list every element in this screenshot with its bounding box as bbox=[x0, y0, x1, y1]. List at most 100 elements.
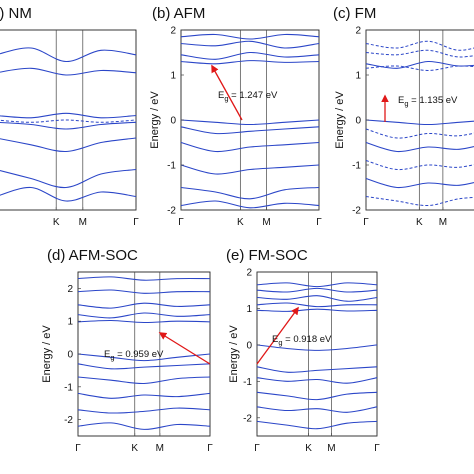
y-tick-label: 2 bbox=[246, 268, 252, 279]
band-line bbox=[256, 406, 378, 413]
x-tick-label: K bbox=[237, 217, 244, 228]
band-line bbox=[0, 186, 137, 202]
x-tick-label: Γ bbox=[316, 217, 322, 228]
band-line bbox=[77, 312, 211, 319]
gap-symbol: E bbox=[218, 90, 224, 101]
panel-title: (b) AFM bbox=[152, 5, 205, 22]
x-tick-label: Γ bbox=[178, 217, 184, 228]
panel-title: (a) NM bbox=[0, 5, 32, 22]
band-line bbox=[77, 289, 211, 294]
y-tick-label: 1 bbox=[246, 304, 252, 315]
band-line bbox=[365, 160, 474, 171]
band-lines bbox=[0, 47, 137, 202]
y-axis-label: Energy / eV bbox=[228, 325, 240, 383]
gap-symbol: E bbox=[104, 349, 110, 360]
x-tick-label: Γ bbox=[363, 217, 369, 228]
gap-subscript: g bbox=[110, 353, 114, 362]
panel-title: (c) FM bbox=[333, 5, 376, 22]
band-line bbox=[180, 164, 320, 175]
band-gap-arrow bbox=[158, 332, 211, 365]
band-line bbox=[180, 33, 320, 40]
band-line bbox=[0, 119, 137, 123]
band-line bbox=[256, 366, 378, 373]
band-line bbox=[256, 391, 378, 401]
y-tick-label: 2 bbox=[67, 284, 73, 295]
gap-value: = 0.959 eV bbox=[115, 349, 165, 360]
gap-value: = 1.135 eV bbox=[409, 95, 459, 106]
band-line bbox=[0, 47, 137, 63]
x-tick-label: K bbox=[416, 217, 423, 228]
band-line bbox=[0, 137, 137, 153]
band-line bbox=[256, 420, 378, 430]
x-tick-label: Γ bbox=[207, 443, 213, 454]
plot-frame bbox=[365, 29, 474, 211]
band-gap-arrow bbox=[211, 64, 243, 121]
band-line bbox=[77, 392, 211, 399]
x-tick-label: M bbox=[79, 217, 87, 228]
band-lines bbox=[77, 276, 211, 430]
x-tick-label: Γ bbox=[75, 443, 81, 454]
band-line bbox=[365, 49, 474, 58]
gap-value: = 0.918 eV bbox=[283, 334, 333, 345]
band-line bbox=[77, 353, 211, 362]
band-line bbox=[365, 40, 474, 51]
y-tick-label: -2 bbox=[243, 413, 252, 424]
band-line bbox=[365, 177, 474, 189]
band-line bbox=[256, 344, 378, 351]
x-tick-label: K bbox=[305, 443, 312, 454]
band-line bbox=[256, 308, 378, 312]
band-line bbox=[180, 51, 320, 60]
gap-subscript: g bbox=[224, 94, 228, 103]
band-lines bbox=[180, 33, 320, 209]
band-line bbox=[256, 287, 378, 293]
y-tick-label: 0 bbox=[246, 340, 252, 351]
plot-frame bbox=[256, 271, 378, 437]
y-tick-label: -2 bbox=[64, 415, 73, 426]
y-tick-label: 0 bbox=[67, 350, 73, 361]
band-gap-arrow bbox=[256, 306, 299, 365]
y-tick-label: -2 bbox=[167, 206, 176, 217]
band-line bbox=[180, 126, 320, 135]
band-gap-label: Eg = 1.135 eV bbox=[398, 95, 458, 108]
x-tick-label: M bbox=[327, 443, 335, 454]
band-line bbox=[77, 276, 211, 281]
y-tick-label: -1 bbox=[352, 161, 361, 172]
band-line bbox=[365, 128, 474, 139]
band-line bbox=[0, 67, 137, 76]
y-tick-label: 1 bbox=[355, 71, 361, 82]
band-panel: (d) AFM-SOC Γ K M Γ 2 1 0 -1 -2 Energy / eV Eg = 0.… bbox=[41, 247, 213, 454]
band-line bbox=[180, 60, 320, 65]
band-gap-label: Eg = 0.959 eV bbox=[104, 349, 164, 362]
y-axis-label: Energy / eV bbox=[41, 325, 53, 383]
band-line bbox=[180, 40, 320, 49]
band-line bbox=[365, 141, 474, 153]
y-axis-label: Energy / eV bbox=[334, 91, 346, 149]
band-line bbox=[365, 119, 474, 126]
band-line bbox=[180, 200, 320, 209]
y-tick-label: -1 bbox=[167, 161, 176, 172]
band-panel: (b) AFM Γ K M Γ 2 1 0 -1 -2 Energy / eV Eg = 1.247 … bbox=[149, 5, 322, 228]
x-tick-label: Γ bbox=[254, 443, 260, 454]
band-line bbox=[77, 422, 211, 430]
band-line bbox=[180, 119, 320, 126]
y-tick-label: 0 bbox=[170, 116, 176, 127]
x-tick-label: M bbox=[439, 217, 447, 228]
y-tick-label: 1 bbox=[170, 71, 176, 82]
y-tick-label: 2 bbox=[170, 26, 176, 37]
y-tick-label: 1 bbox=[67, 317, 73, 328]
band-panel: (c) FM Γ K M 2 1 0 -1 -2 Energy / eV Eg = 1.135 eV bbox=[333, 5, 474, 228]
band-panel: (e) FM-SOC Γ K M Γ 2 1 0 -1 -2 Energy / eV Eg = 0.9… bbox=[226, 247, 380, 454]
band-line bbox=[256, 282, 378, 288]
y-tick-label: 0 bbox=[355, 116, 361, 127]
y-tick-label: 2 bbox=[355, 26, 361, 37]
band-line bbox=[77, 319, 211, 324]
x-tick-label: K bbox=[131, 443, 138, 454]
band-line bbox=[77, 302, 211, 309]
x-tick-label: Γ bbox=[133, 217, 139, 228]
band-line bbox=[180, 186, 320, 200]
x-tick-label: M bbox=[156, 443, 164, 454]
band-line bbox=[256, 377, 378, 384]
band-line bbox=[77, 407, 211, 414]
band-line bbox=[180, 141, 320, 153]
